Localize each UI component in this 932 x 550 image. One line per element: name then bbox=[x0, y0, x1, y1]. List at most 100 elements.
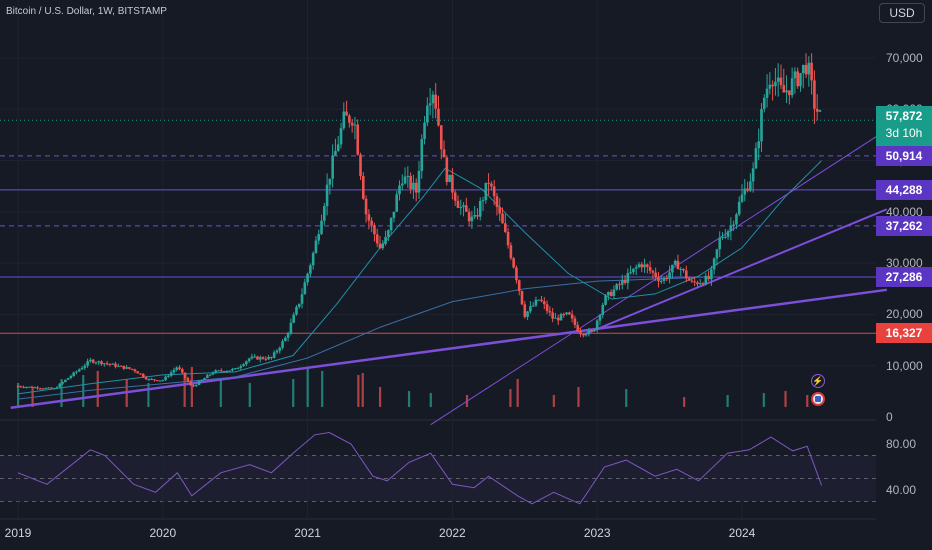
candle-body-100 bbox=[295, 306, 298, 315]
candle-body-125 bbox=[364, 198, 368, 215]
volume-bar-10 bbox=[248, 383, 251, 407]
candle-body-250 bbox=[712, 258, 716, 270]
volume-bar-16 bbox=[379, 387, 382, 407]
price-tick: 70,000 bbox=[886, 51, 923, 65]
candle-body-208 bbox=[595, 320, 599, 330]
candle-body-5 bbox=[30, 386, 34, 388]
volume-bar-2 bbox=[60, 379, 63, 407]
candle-body-97 bbox=[286, 333, 290, 338]
candle-body-184 bbox=[529, 306, 532, 312]
candle-body-76 bbox=[228, 370, 231, 372]
candle-body-268 bbox=[762, 97, 766, 109]
time-tick: 2022 bbox=[439, 526, 466, 540]
candle-body-230 bbox=[657, 277, 660, 282]
candle-body-249 bbox=[710, 269, 713, 280]
candle-body-140 bbox=[406, 175, 410, 177]
candle-body-106 bbox=[311, 252, 315, 266]
candle-body-59 bbox=[180, 369, 184, 373]
candle-body-144 bbox=[417, 170, 421, 193]
volume-bar-12 bbox=[306, 369, 309, 407]
candle-body-135 bbox=[392, 211, 396, 218]
candle-body-81 bbox=[242, 364, 245, 367]
candle-body-37 bbox=[119, 365, 123, 367]
candle-body-275 bbox=[782, 85, 786, 93]
us-flag-icon[interactable] bbox=[811, 392, 825, 406]
candle-body-89 bbox=[264, 358, 268, 360]
candle-body-15 bbox=[58, 383, 62, 388]
candle-body-80 bbox=[239, 366, 243, 368]
price-tick: 10,000 bbox=[886, 358, 923, 373]
candle-body-23 bbox=[80, 367, 84, 370]
candle-body-288 bbox=[818, 110, 822, 112]
candle-body-46 bbox=[144, 377, 148, 380]
candle-body-220 bbox=[629, 272, 632, 274]
candle-body-53 bbox=[164, 376, 167, 381]
candle-body-185 bbox=[531, 305, 535, 307]
rsi-tick: 40.00 bbox=[886, 483, 917, 497]
candle-body-94 bbox=[278, 347, 282, 351]
candle-body-82 bbox=[245, 361, 248, 365]
candle-body-163 bbox=[470, 216, 474, 222]
candle-body-279 bbox=[793, 71, 797, 79]
candle-body-6 bbox=[33, 387, 37, 389]
candle-body-143 bbox=[414, 182, 418, 193]
candle-body-254 bbox=[723, 236, 727, 238]
candle-body-50 bbox=[155, 380, 159, 382]
candle-body-182 bbox=[523, 304, 527, 317]
level-tag: 27,286 bbox=[876, 267, 932, 288]
candle-body-204 bbox=[584, 334, 588, 336]
candle-body-22 bbox=[77, 369, 81, 372]
candle-body-258 bbox=[735, 214, 738, 225]
volume-bar-0 bbox=[17, 383, 20, 407]
volume-bar-17 bbox=[407, 391, 411, 407]
candle-body-231 bbox=[659, 280, 663, 282]
candle-body-270 bbox=[768, 84, 772, 89]
candle-body-60 bbox=[183, 372, 187, 378]
candle-body-267 bbox=[760, 108, 763, 142]
candle-body-210 bbox=[601, 304, 605, 315]
candle-body-109 bbox=[320, 220, 323, 235]
level-tag: 16,327 bbox=[876, 323, 932, 344]
candle-body-278 bbox=[790, 78, 794, 96]
candle-body-39 bbox=[125, 367, 128, 369]
candle-body-29 bbox=[97, 361, 101, 363]
volume-bar-24 bbox=[625, 389, 628, 407]
candle-body-240 bbox=[685, 270, 688, 279]
candle-body-264 bbox=[751, 168, 755, 182]
candle-body-245 bbox=[698, 283, 702, 285]
candle-body-78 bbox=[233, 368, 237, 370]
candle-body-31 bbox=[103, 363, 106, 365]
candle-body-99 bbox=[292, 314, 295, 323]
candle-body-107 bbox=[314, 240, 318, 253]
candle-body-40 bbox=[128, 367, 131, 369]
candle-body-113 bbox=[331, 155, 334, 179]
candle-body-179 bbox=[515, 267, 518, 281]
candle-body-72 bbox=[217, 370, 220, 372]
volume-bar-15 bbox=[361, 373, 364, 407]
level-tag: 37,262 bbox=[876, 215, 932, 236]
time-tick: 2023 bbox=[583, 526, 611, 540]
candle-body-154 bbox=[445, 157, 449, 182]
candle-body-192 bbox=[551, 312, 554, 319]
candle-body-269 bbox=[765, 88, 769, 98]
candle-body-26 bbox=[89, 359, 92, 362]
candle-body-48 bbox=[150, 379, 153, 381]
candle-body-266 bbox=[757, 141, 761, 149]
lightning-icon[interactable]: ⚡ bbox=[811, 374, 825, 388]
candle-body-4 bbox=[27, 386, 31, 388]
candle-body-102 bbox=[300, 294, 304, 304]
candle-body-188 bbox=[540, 299, 543, 302]
volume-bar-14 bbox=[357, 375, 360, 407]
candle-body-0 bbox=[16, 386, 20, 388]
currency-selector[interactable]: USD bbox=[879, 3, 925, 23]
ma-50w-line bbox=[17, 160, 822, 395]
candle-body-126 bbox=[367, 214, 371, 221]
candle-body-38 bbox=[122, 365, 126, 369]
volume-bar-26 bbox=[726, 395, 729, 407]
candle-body-159 bbox=[459, 207, 463, 209]
candle-body-173 bbox=[498, 206, 502, 214]
candle-body-114 bbox=[334, 150, 337, 156]
candle-body-277 bbox=[788, 90, 791, 96]
candle-body-236 bbox=[673, 260, 677, 265]
